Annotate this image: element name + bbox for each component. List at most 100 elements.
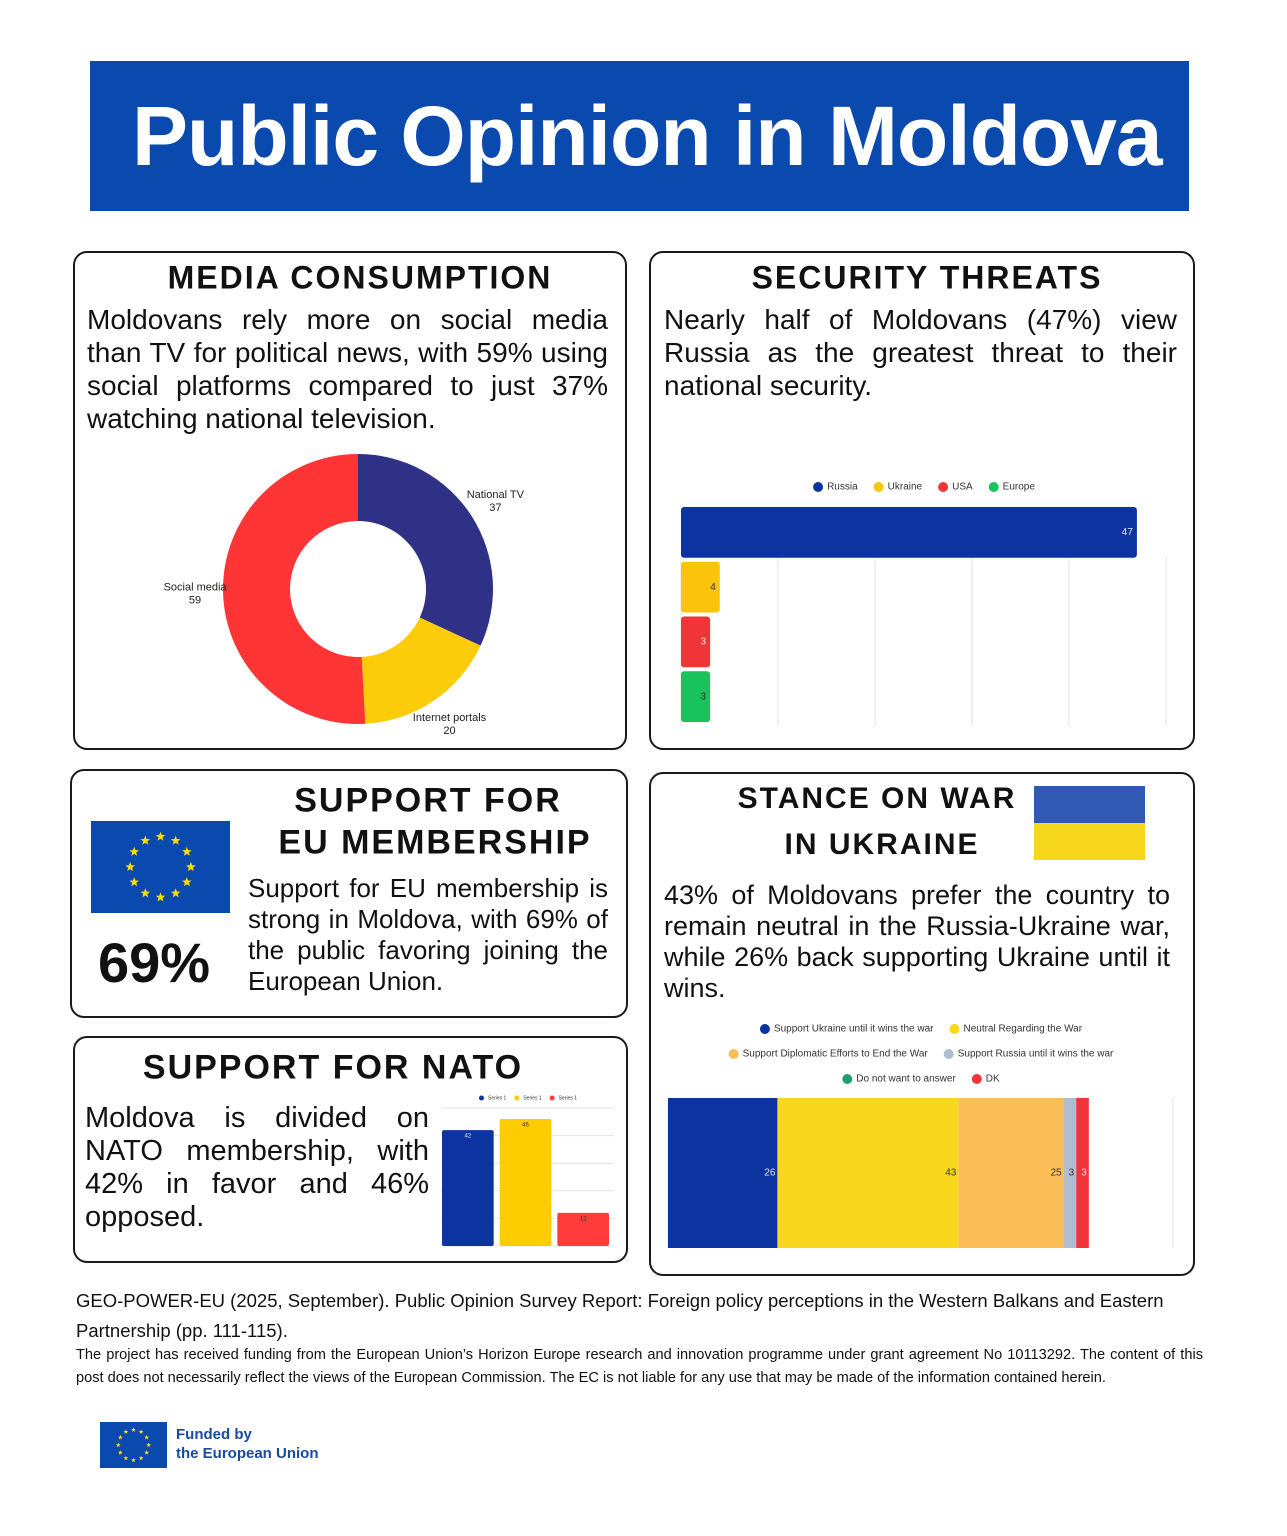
bar — [499, 1119, 552, 1246]
legend-label: Series 1 — [488, 1095, 507, 1101]
legend-marker — [813, 482, 824, 492]
funded-text: Funded by — [176, 1426, 252, 1443]
legend-label: Support Russia until it wins the war — [958, 1049, 1114, 1060]
funded-text: the European Union — [176, 1445, 319, 1462]
legend-marker — [873, 482, 884, 492]
eu-panel — [70, 769, 628, 1018]
legend-label: Europe — [1003, 482, 1036, 493]
legend-label: USA — [952, 482, 973, 493]
eu-star — [138, 1429, 144, 1434]
disclaimer: The project has received funding from th… — [76, 1347, 1203, 1386]
bar-segment — [777, 1098, 959, 1248]
eu-star — [117, 1450, 123, 1455]
section-heading: STANCE ON WAR — [737, 782, 1017, 815]
legend-marker — [728, 1049, 739, 1059]
eu-star — [146, 1442, 152, 1447]
bar-segment — [1076, 1098, 1089, 1248]
eu-star — [138, 1455, 144, 1461]
donut-slice — [361, 617, 481, 724]
section-heading: MEDIA CONSUMPTION — [167, 259, 553, 296]
bar — [442, 1130, 494, 1246]
slice-label: Internet portals — [413, 712, 487, 724]
eu-star — [131, 1457, 136, 1463]
eu-star — [155, 892, 166, 902]
bar — [681, 671, 711, 722]
legend-marker — [938, 482, 949, 492]
big-stat: 69% — [98, 931, 211, 994]
slice-label: Social media — [164, 581, 228, 593]
eu-star — [129, 846, 139, 856]
slice-value: 20 — [443, 725, 455, 737]
bar-value-label: 3 — [701, 637, 707, 648]
eu-star — [170, 888, 181, 898]
section-text: Moldovans rely more on social media than… — [87, 304, 608, 434]
legend-marker — [943, 1049, 954, 1059]
legend-label: Do not want to answer — [856, 1074, 956, 1085]
eu-star — [182, 846, 192, 856]
section-heading: EU MEMBERSHIP — [278, 823, 592, 862]
legend-label: Support Ukraine until it wins the war — [774, 1024, 934, 1035]
bar — [681, 616, 711, 668]
page-title: Public Opinion in Moldova — [132, 89, 1163, 183]
bar — [681, 561, 720, 613]
legend-marker — [988, 482, 999, 492]
eu-star — [170, 835, 181, 845]
legend-label: Series 1 — [523, 1095, 542, 1101]
segment-value-label: 3 — [1069, 1168, 1075, 1179]
legend-label: Series 1 — [559, 1095, 578, 1101]
eu-star — [140, 835, 151, 845]
eu-star — [125, 861, 135, 872]
eu-star — [144, 1434, 150, 1440]
eu-star — [186, 861, 196, 872]
bar-value-label: 46 — [522, 1123, 529, 1129]
segment-value-label: 43 — [945, 1168, 957, 1179]
citation: GEO-POWER-EU (2025, September). Public O… — [76, 1290, 1164, 1341]
legend-label: DK — [986, 1074, 1000, 1085]
bar-value-label: 4 — [710, 582, 716, 593]
slice-value: 37 — [489, 502, 501, 514]
section-text: Support for EU membership is strong in M… — [248, 873, 608, 996]
bar-value-label: 42 — [464, 1134, 471, 1140]
legend-label: Russia — [827, 482, 858, 493]
war-panel — [649, 772, 1195, 1276]
legend-marker — [949, 1024, 960, 1034]
eu-star — [115, 1442, 121, 1447]
bar-segment — [958, 1098, 1064, 1248]
legend-label: Neutral Regarding the War — [963, 1024, 1082, 1035]
legend-label: Ukraine — [888, 482, 923, 493]
segment-value-label: 3 — [1081, 1168, 1087, 1179]
section-heading: SUPPORT FOR — [294, 781, 562, 820]
bar — [681, 507, 1137, 558]
title-banner — [90, 61, 1189, 211]
legend-marker — [514, 1095, 520, 1101]
donut-slice — [222, 454, 366, 724]
legend-marker — [759, 1024, 770, 1034]
donut-slice — [358, 454, 493, 646]
bar — [557, 1212, 609, 1246]
slice-label: National TV — [467, 489, 525, 501]
eu-star — [182, 877, 192, 887]
segment-value-label: 25 — [1050, 1168, 1062, 1179]
ukraine-flag-bottom — [1034, 823, 1145, 860]
nato-panel — [73, 1036, 628, 1263]
section-text: 43% of Moldovans prefer the country to r… — [664, 880, 1170, 1003]
section-heading: SUPPORT FOR NATO — [142, 1048, 524, 1087]
legend-marker — [971, 1074, 982, 1084]
eu-star — [117, 1434, 123, 1440]
legend-label: Support Diplomatic Efforts to End the Wa… — [743, 1049, 929, 1060]
bar-segment — [668, 1098, 778, 1248]
section-text: Moldova is divided on NATO membership, w… — [85, 1102, 429, 1233]
security-panel — [649, 251, 1195, 750]
eu-star — [140, 888, 151, 898]
media-panel — [73, 251, 627, 750]
bar-value-label: 12 — [580, 1216, 587, 1222]
section-heading: SECURITY THREATS — [751, 259, 1103, 296]
legend-marker — [478, 1095, 484, 1101]
eu-star — [155, 831, 166, 841]
section-text: Nearly half of Moldovans (47%) view Russ… — [664, 304, 1177, 401]
eu-star — [129, 877, 139, 887]
legend-marker — [842, 1074, 853, 1084]
legend-marker — [549, 1095, 555, 1101]
